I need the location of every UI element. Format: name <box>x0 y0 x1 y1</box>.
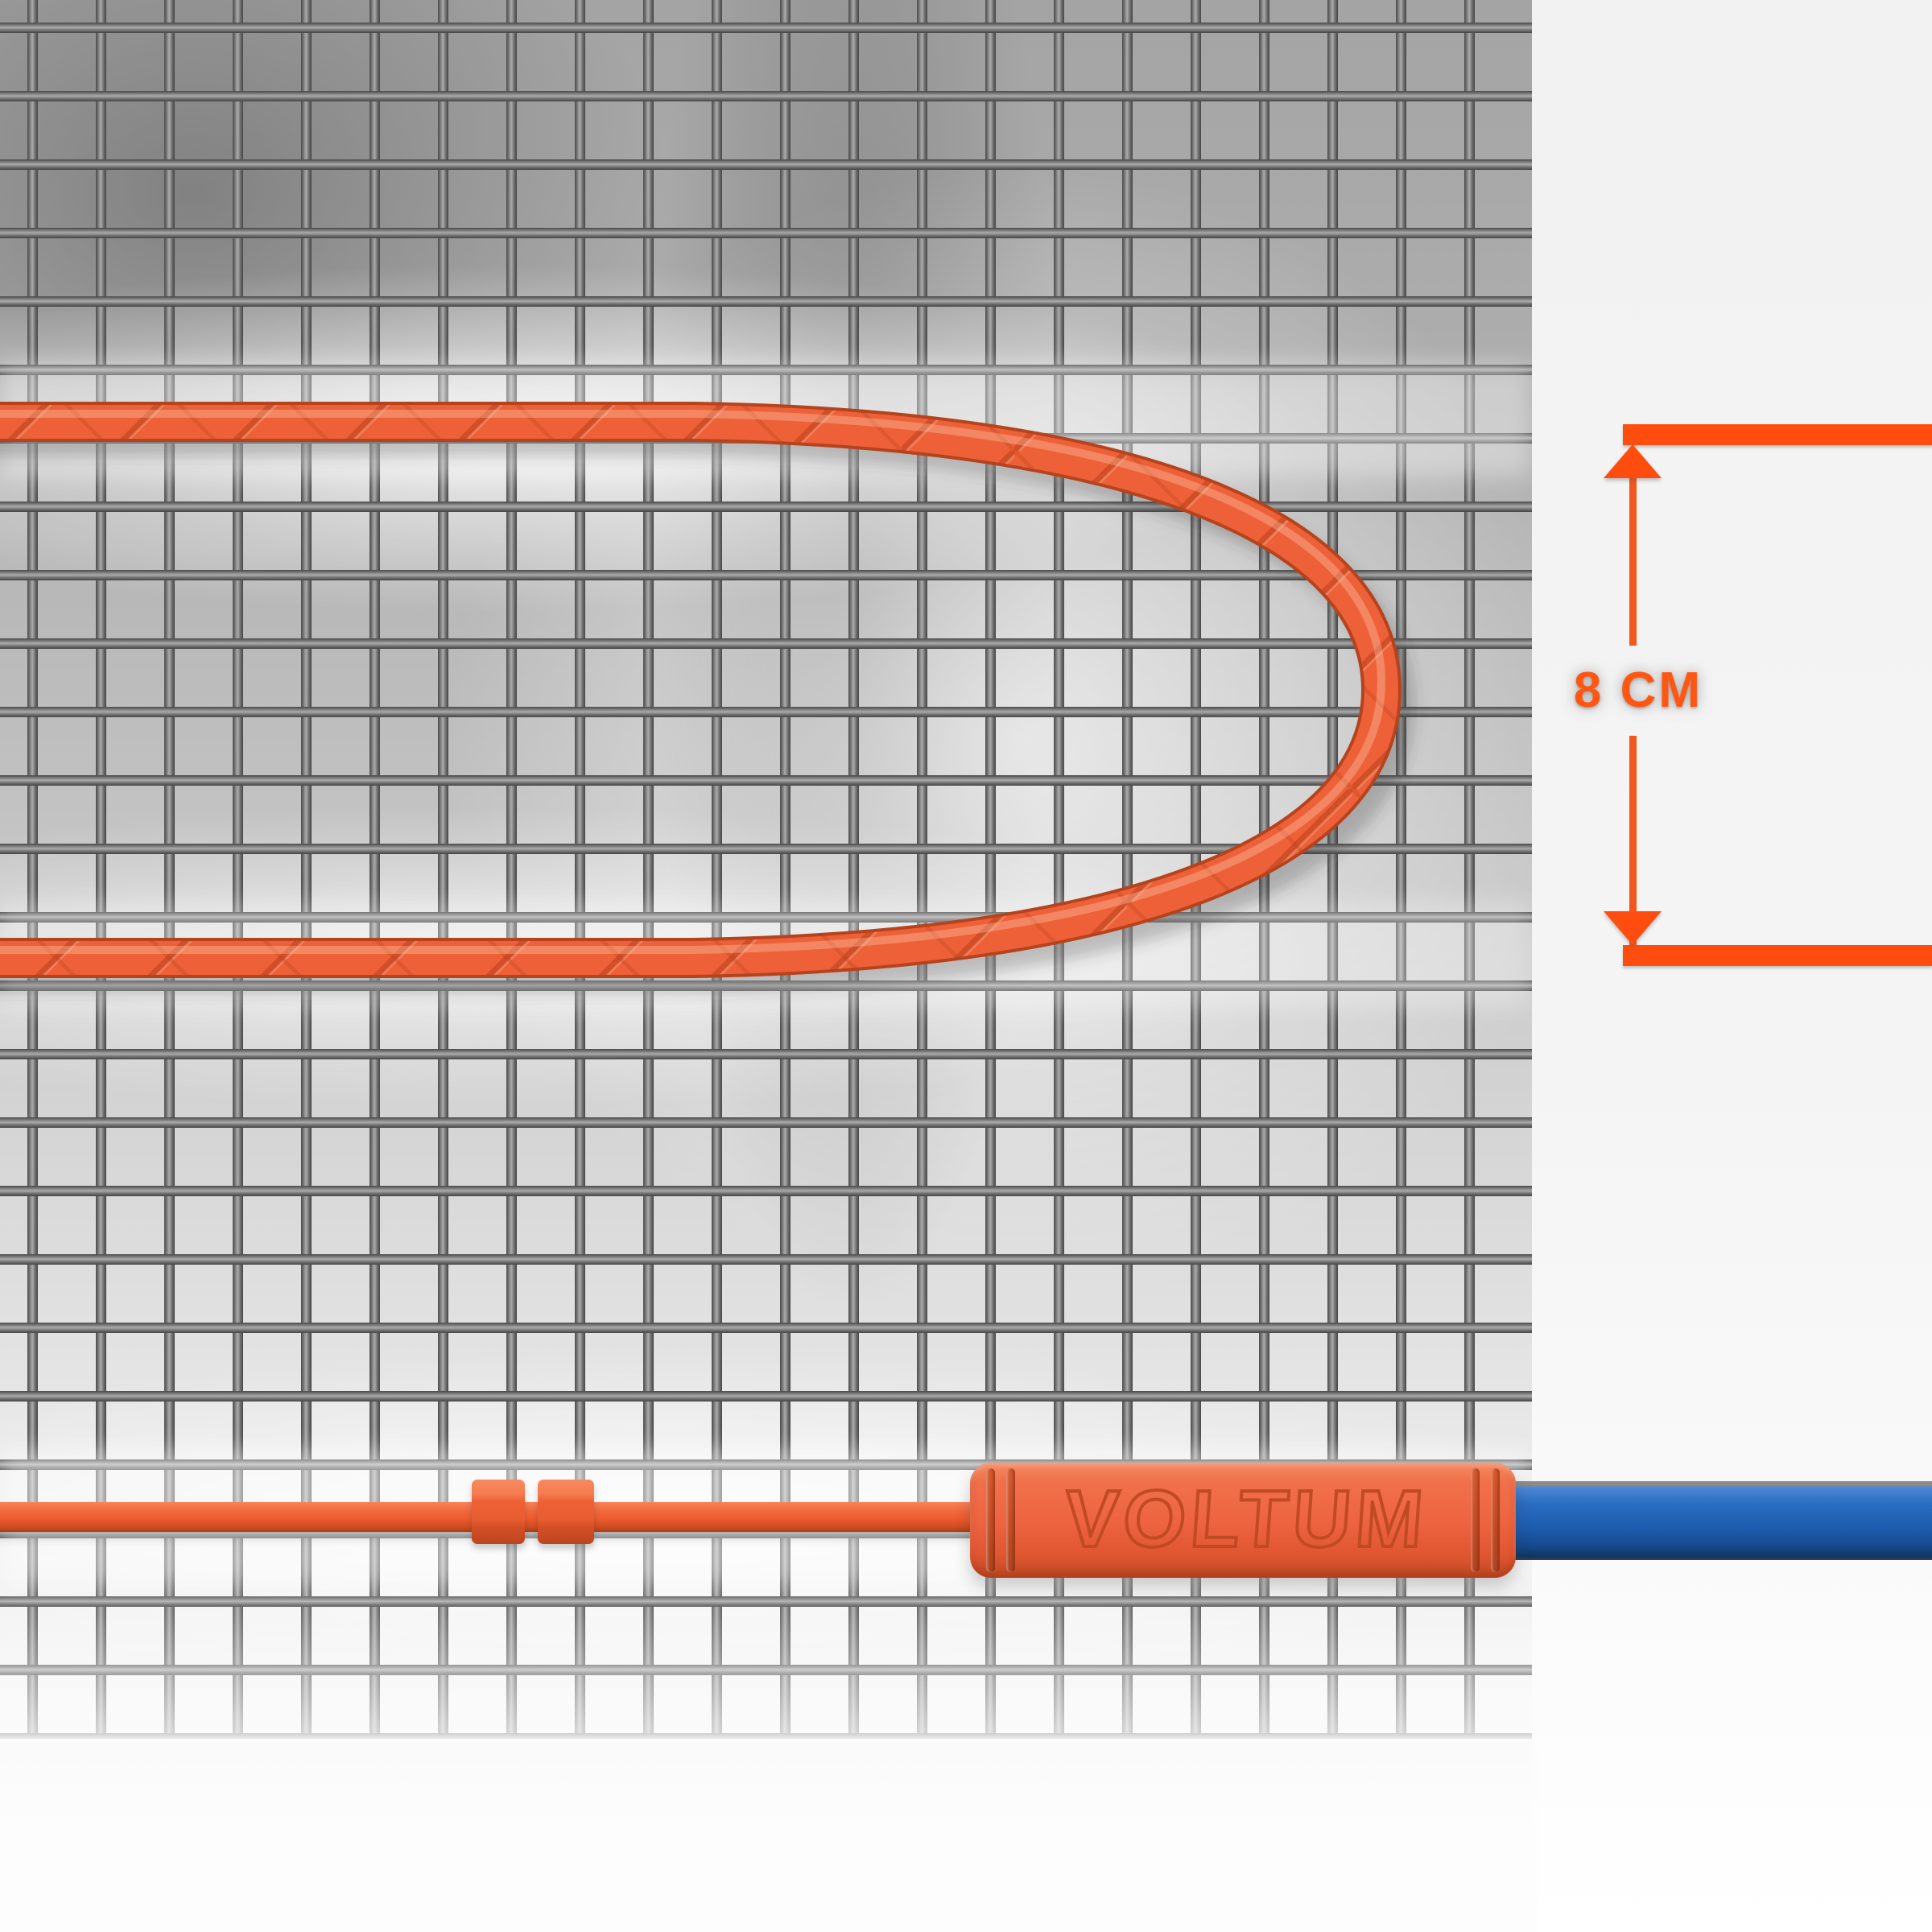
dimension-extension-line-top <box>1623 424 1932 445</box>
cable-splice-block-left <box>472 1480 525 1544</box>
brand-label: VOLTUM <box>1062 1474 1431 1564</box>
connector-ridge-left-outer <box>986 1468 995 1572</box>
dimension-line-upper <box>1629 456 1637 646</box>
background-right-panel <box>1532 0 1932 1932</box>
connector-ridge-right-outer <box>1491 1468 1500 1572</box>
dimension-extension-line-bottom <box>1623 945 1932 966</box>
cable-spiral-wrap <box>0 405 1399 975</box>
dimension-line-lower <box>1629 736 1637 945</box>
cable-splice-block-right <box>538 1480 594 1544</box>
dimension-label: 8 CM <box>1573 663 1703 718</box>
cold-lead-cable-blue <box>1496 1481 1932 1560</box>
connector-ridge-left-inner <box>1006 1468 1015 1572</box>
arrow-down-icon <box>1604 911 1662 945</box>
connector-brand-engraving: VOLTUM <box>1060 1472 1433 1566</box>
power-connector: VOLTUM <box>970 1463 1516 1578</box>
mesh-bottom-fade <box>0 1578 1538 1932</box>
connector-ridge-right-inner <box>1471 1468 1480 1572</box>
arrow-up-icon <box>1604 444 1662 478</box>
